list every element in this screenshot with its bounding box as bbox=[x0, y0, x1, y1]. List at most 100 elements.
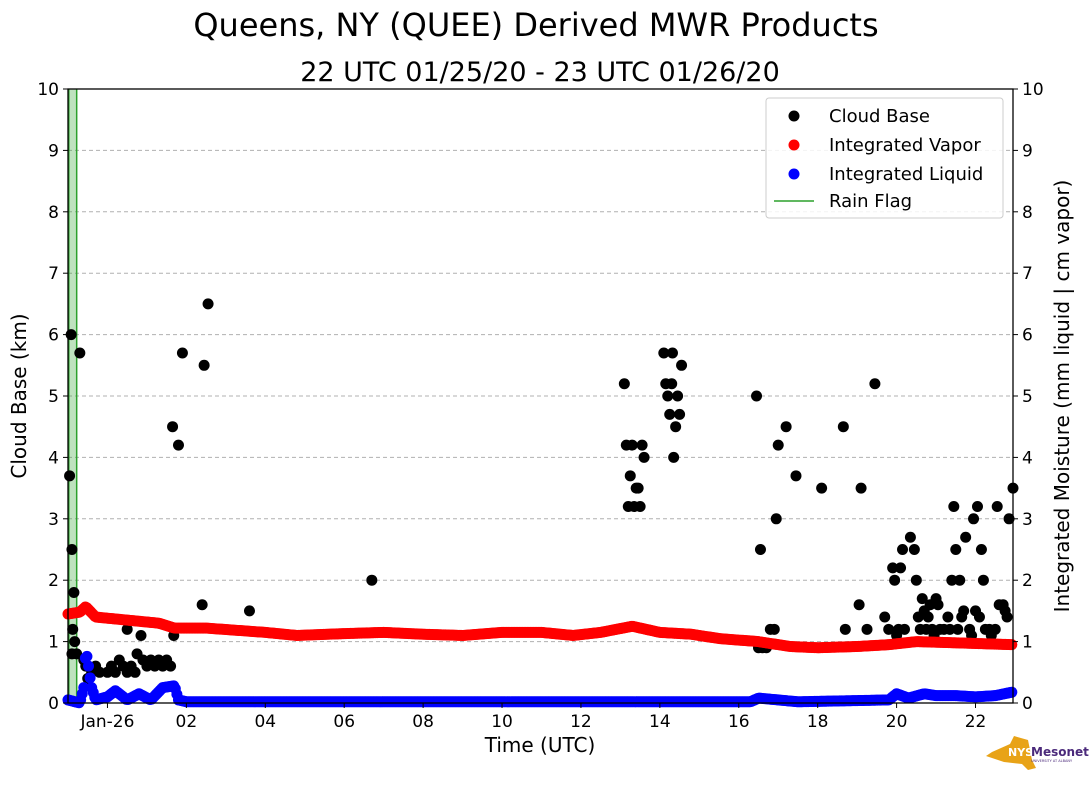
cloud-base-point bbox=[666, 347, 678, 359]
cloud-base-point bbox=[662, 390, 674, 402]
cloud-base-point bbox=[64, 470, 76, 482]
svg-text:NYS: NYS bbox=[1008, 746, 1033, 759]
y-right-tick-label: 6 bbox=[1022, 326, 1033, 346]
cloud-base-point bbox=[768, 623, 780, 635]
cloud-base-point bbox=[366, 574, 378, 586]
y-right-tick-label: 5 bbox=[1022, 387, 1033, 407]
cloud-base-point bbox=[839, 623, 851, 635]
cloud-base-point bbox=[883, 623, 895, 635]
x-tick-label: 22 bbox=[965, 712, 987, 732]
cloud-base-point bbox=[948, 501, 960, 513]
cloud-base-point bbox=[958, 605, 970, 617]
y-tick-label: 1 bbox=[48, 633, 59, 653]
cloud-base-point bbox=[632, 482, 644, 494]
y-tick-label: 0 bbox=[48, 694, 59, 714]
y-right-tick-label: 9 bbox=[1022, 141, 1033, 161]
y-right-tick-label: 8 bbox=[1022, 203, 1033, 223]
y-axis-right-label: Integrated Moisture (mm liquid | cm vapo… bbox=[1050, 180, 1074, 613]
cloud-base-point bbox=[754, 544, 766, 555]
x-tick-label: 10 bbox=[491, 712, 513, 732]
y-right-tick-label: 0 bbox=[1022, 694, 1033, 714]
x-tick-label: 18 bbox=[807, 712, 829, 732]
integrated-liquid-point bbox=[83, 660, 95, 672]
cloud-base-point bbox=[904, 531, 916, 543]
legend-marker-vapor bbox=[788, 139, 800, 151]
cloud-base-point bbox=[977, 574, 989, 586]
legend: Cloud Base Integrated Vapor Integrated L… bbox=[765, 97, 1004, 219]
y-right-tick-label: 4 bbox=[1022, 448, 1033, 468]
cloud-base-point bbox=[897, 544, 909, 555]
legend-marker-liquid bbox=[788, 168, 800, 180]
cloud-base-point bbox=[952, 623, 964, 635]
y-right-tick-label: 7 bbox=[1022, 264, 1033, 284]
cloud-base-point bbox=[790, 470, 802, 482]
cloud-base-point bbox=[895, 562, 907, 574]
cloud-base-point bbox=[672, 390, 684, 402]
cloud-base-point bbox=[772, 439, 784, 451]
cloud-base-point bbox=[869, 378, 881, 390]
cloud-base-point bbox=[74, 347, 86, 359]
x-tick-label: 14 bbox=[649, 712, 671, 732]
cloud-base-point bbox=[855, 482, 867, 494]
cloud-base-point bbox=[666, 378, 678, 390]
rain-flag-band bbox=[68, 89, 77, 703]
cloud-base-point bbox=[626, 439, 638, 451]
cloud-base-point bbox=[670, 421, 682, 433]
cloud-base-point bbox=[932, 599, 944, 611]
cloud-base-point bbox=[898, 623, 910, 635]
legend-label: Rain Flag bbox=[829, 191, 912, 212]
integrated-liquid-point bbox=[84, 672, 96, 684]
cloud-base-point bbox=[916, 593, 928, 605]
cloud-base-point bbox=[946, 574, 958, 586]
cloud-base-point bbox=[922, 611, 934, 623]
cloud-base-point bbox=[1003, 513, 1015, 525]
x-tick-label: 04 bbox=[254, 712, 276, 732]
cloud-base-point bbox=[954, 574, 966, 586]
chart-subtitle: 22 UTC 01/25/20 - 23 UTC 01/26/20 bbox=[300, 57, 780, 88]
cloud-base-point bbox=[751, 390, 763, 402]
cloud-base-point bbox=[950, 544, 962, 555]
cloud-base-point bbox=[69, 636, 81, 648]
cloud-base-point bbox=[973, 611, 985, 623]
y-tick-label: 9 bbox=[48, 141, 59, 161]
cloud-base-point bbox=[172, 439, 184, 451]
cloud-base-point bbox=[942, 611, 954, 623]
cloud-base-point bbox=[944, 623, 956, 635]
cloud-base-point bbox=[109, 666, 121, 678]
x-tick-label: Jan-26 bbox=[79, 712, 134, 732]
cloud-base-point bbox=[674, 408, 686, 420]
cloud-base-point bbox=[676, 359, 688, 371]
cloud-base-point bbox=[960, 531, 972, 543]
cloud-base-point bbox=[853, 599, 865, 611]
cloud-base-point bbox=[167, 421, 179, 433]
cloud-base-point bbox=[971, 501, 983, 513]
y-right-tick-label: 10 bbox=[1022, 80, 1044, 100]
cloud-base-point bbox=[991, 501, 1003, 513]
cloud-base-point bbox=[887, 562, 899, 574]
integrated-vapor-point bbox=[1006, 639, 1018, 651]
x-tick-label: 20 bbox=[886, 712, 908, 732]
x-tick-label: 06 bbox=[333, 712, 355, 732]
cloud-base-point bbox=[68, 586, 80, 598]
integrated-liquid-point bbox=[81, 650, 93, 662]
cloud-base-point bbox=[634, 501, 646, 513]
cloud-base-point bbox=[837, 421, 849, 433]
x-tick-label: 16 bbox=[728, 712, 750, 732]
x-axis-label: Time (UTC) bbox=[484, 733, 596, 757]
cloud-base-point bbox=[71, 648, 83, 660]
cloud-base-point bbox=[975, 544, 987, 555]
legend-label: Cloud Base bbox=[829, 106, 930, 127]
svg-text:Mesonet: Mesonet bbox=[1031, 745, 1089, 759]
cloud-base-point bbox=[879, 611, 891, 623]
y-tick-label: 4 bbox=[48, 448, 59, 468]
svg-text:UNIVERSITY AT ALBANY: UNIVERSITY AT ALBANY bbox=[1031, 759, 1073, 763]
cloud-base-point bbox=[67, 623, 79, 635]
cloud-base-point bbox=[910, 574, 922, 586]
cloud-base-point bbox=[121, 623, 133, 635]
x-tick-label: 08 bbox=[412, 712, 434, 732]
y-tick-label: 5 bbox=[48, 387, 59, 407]
y-tick-label: 3 bbox=[48, 510, 59, 530]
cloud-base-point bbox=[989, 623, 1001, 635]
y-right-tick-label: 1 bbox=[1022, 633, 1033, 653]
